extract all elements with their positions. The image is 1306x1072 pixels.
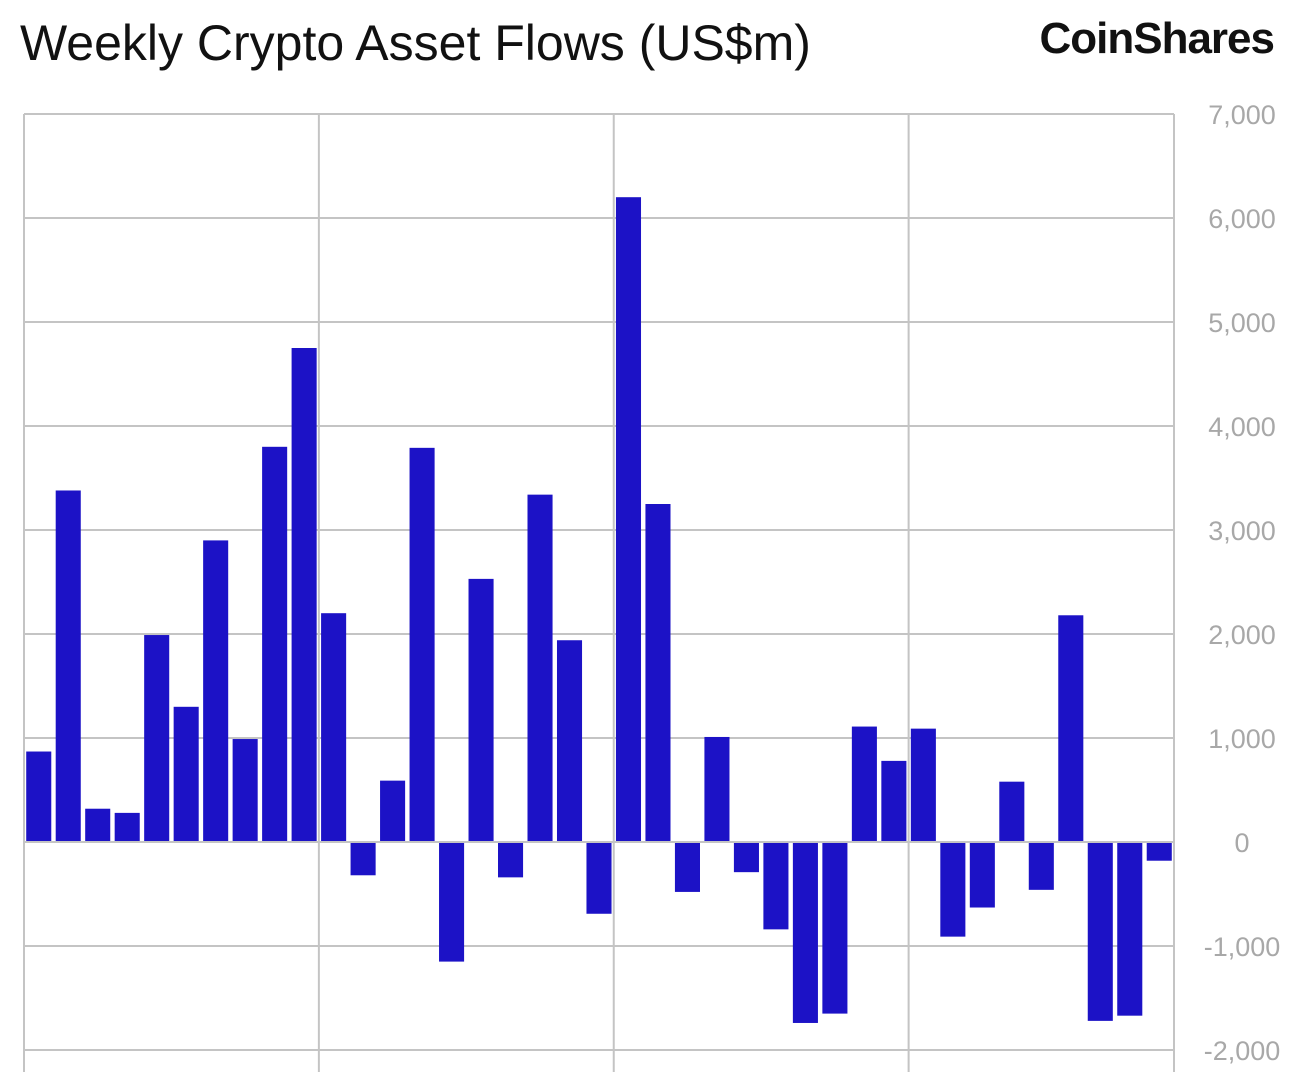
y-axis-tick-labels: 7,000 6,000 5,000 4,000 3,000 2,000 1,000 0 -1,0… — [1204, 100, 1281, 1066]
bar — [468, 578, 494, 842]
bar — [114, 812, 140, 842]
bar — [615, 197, 642, 842]
y-tick-label: -2,000 — [1204, 1036, 1281, 1066]
bar — [733, 842, 759, 873]
bar — [910, 728, 936, 842]
y-tick-label: 4,000 — [1208, 412, 1276, 442]
bar — [498, 842, 524, 878]
bars — [24, 197, 1174, 1023]
bar — [1058, 615, 1084, 842]
bar — [674, 842, 700, 892]
bar — [232, 739, 258, 842]
bar — [556, 640, 583, 842]
bar — [55, 490, 81, 842]
bar — [409, 447, 435, 842]
bar — [321, 613, 347, 842]
bar — [969, 842, 995, 908]
y-tick-label: 0 — [1234, 828, 1249, 858]
bar — [645, 504, 671, 842]
bar — [940, 842, 966, 937]
y-tick-label: 6,000 — [1208, 204, 1276, 234]
y-tick-label: 3,000 — [1208, 516, 1276, 546]
bar — [851, 726, 877, 842]
bar — [439, 842, 465, 962]
bar — [792, 842, 818, 1023]
bar — [173, 706, 199, 842]
bar — [350, 842, 376, 876]
y-tick-label: 7,000 — [1208, 100, 1276, 130]
y-tick-label: 5,000 — [1208, 308, 1276, 338]
bar — [586, 842, 612, 914]
bar — [144, 635, 170, 842]
coinshares-logo: CoinShares — [1039, 14, 1275, 63]
bar — [1117, 842, 1143, 1016]
chart-title: Weekly Crypto Asset Flows (US$m) — [20, 15, 811, 71]
bar — [291, 348, 317, 842]
bar — [380, 780, 406, 842]
bar — [822, 842, 848, 1014]
bar — [1146, 842, 1172, 861]
bar — [1087, 842, 1113, 1021]
bar — [1028, 842, 1054, 890]
bar — [527, 494, 553, 842]
grid-lines — [23, 113, 1175, 1072]
bar — [262, 446, 288, 842]
bar — [203, 540, 229, 842]
bar — [881, 760, 907, 842]
bar — [85, 808, 111, 842]
bar — [763, 842, 789, 930]
y-tick-label: -1,000 — [1204, 932, 1281, 962]
bar — [704, 736, 730, 842]
bar — [999, 781, 1025, 842]
bar — [26, 751, 52, 842]
y-tick-label: 2,000 — [1208, 620, 1276, 650]
y-tick-label: 1,000 — [1208, 724, 1276, 754]
